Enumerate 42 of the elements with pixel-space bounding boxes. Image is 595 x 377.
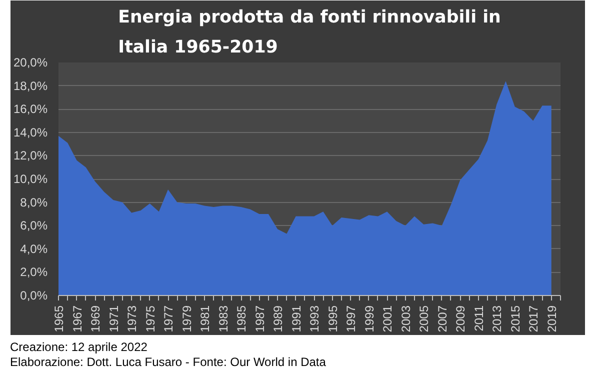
- y-tick-label: 8,0%: [20, 195, 48, 210]
- x-tick-label: 2015: [508, 305, 522, 332]
- x-tick-label: 2013: [490, 305, 504, 332]
- y-tick-label: 6,0%: [20, 218, 48, 233]
- x-tick-label: 1987: [252, 305, 267, 332]
- x-tick-label: 2019: [544, 305, 559, 332]
- x-tick-label: 1971: [106, 305, 121, 332]
- x-tick-label: 2005: [417, 305, 432, 332]
- x-tick-label: 1981: [198, 305, 212, 332]
- x-tick-label: 1975: [143, 305, 158, 332]
- y-tick-label: 4,0%: [20, 242, 48, 256]
- y-tick-label: 18,0%: [13, 78, 48, 93]
- y-tick-label: 20,0%: [13, 56, 48, 70]
- x-tick-label: 1967: [70, 305, 84, 332]
- x-tick-label: 1985: [234, 305, 249, 332]
- x-tick-label: 1969: [88, 305, 103, 332]
- x-tick-label: 1973: [125, 305, 140, 332]
- chart-title: Energia prodotta da fonti rinnovabili in Italia 1965-2019: [118, 8, 501, 58]
- x-tick-label: 2003: [398, 305, 413, 332]
- x-tick-label: 2011: [472, 305, 486, 332]
- text: Elaborazione: Dott. Luca Fusaro - Fonte: Our World in Data: [10, 355, 326, 369]
- x-tick-label: 2009: [454, 305, 468, 332]
- y-tick-label: 2,0%: [20, 265, 48, 280]
- x-tick-label: 1989: [271, 305, 286, 332]
- x-tick-label: 1965: [52, 305, 66, 332]
- y-tick-label: 12,0%: [13, 148, 48, 163]
- x-tick-label: 1977: [162, 305, 176, 332]
- x-tick-label: 2001: [380, 305, 395, 332]
- y-tick-label: 16,0%: [13, 102, 48, 116]
- x-tick-label: 2017: [526, 305, 541, 332]
- y-tick-label: 10,0%: [13, 172, 48, 186]
- x-tick-label: 1993: [308, 305, 322, 332]
- x-tick-label: 1991: [289, 305, 304, 332]
- x-tick-label: 1995: [326, 305, 340, 332]
- x-tick-label: 1999: [362, 305, 376, 332]
- y-tick-label: 14,0%: [13, 125, 48, 140]
- x-tick-label: 1979: [180, 305, 194, 332]
- x-tick-label: 1997: [344, 305, 358, 332]
- text: Creazione: 12 aprile 2022: [10, 340, 148, 354]
- x-tick-label: 1983: [216, 305, 230, 332]
- x-tick-label: 2007: [435, 305, 450, 332]
- y-tick-label: 0,0%: [20, 288, 48, 302]
